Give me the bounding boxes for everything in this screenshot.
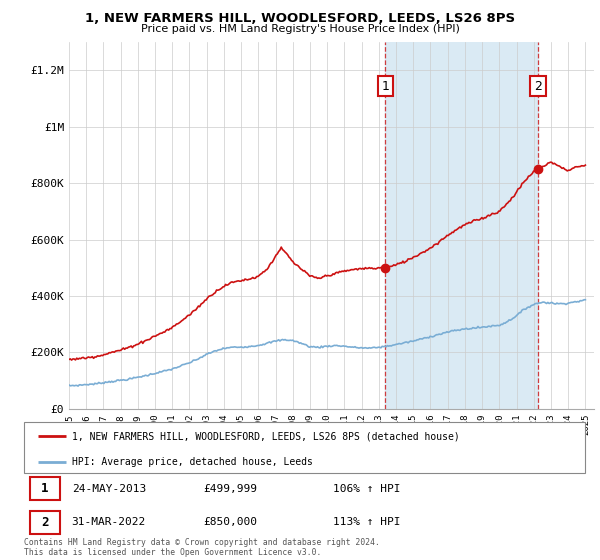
Text: 1, NEW FARMERS HILL, WOODLESFORD, LEEDS, LS26 8PS: 1, NEW FARMERS HILL, WOODLESFORD, LEEDS,…: [85, 12, 515, 25]
Bar: [385, 42, 538, 409]
Text: 1, NEW FARMERS HILL, WOODLESFORD, LEEDS, LS26 8PS (detached house): 1, NEW FARMERS HILL, WOODLESFORD, LEEDS,…: [71, 431, 460, 441]
Text: Contains HM Land Registry data © Crown copyright and database right 2024.
This d: Contains HM Land Registry data © Crown c…: [24, 538, 380, 557]
Text: £850,000: £850,000: [203, 517, 257, 527]
Text: 1: 1: [382, 80, 389, 92]
Text: HPI: Average price, detached house, Leeds: HPI: Average price, detached house, Leed…: [71, 457, 313, 467]
Text: Price paid vs. HM Land Registry's House Price Index (HPI): Price paid vs. HM Land Registry's House …: [140, 24, 460, 34]
Text: 31-MAR-2022: 31-MAR-2022: [71, 517, 146, 527]
Text: 106% ↑ HPI: 106% ↑ HPI: [332, 484, 400, 494]
FancyBboxPatch shape: [24, 422, 585, 473]
Text: 2: 2: [534, 80, 542, 92]
FancyBboxPatch shape: [29, 511, 61, 534]
Text: 2: 2: [41, 516, 49, 529]
FancyBboxPatch shape: [29, 477, 61, 500]
Text: 1: 1: [41, 482, 49, 495]
Text: 24-MAY-2013: 24-MAY-2013: [71, 484, 146, 494]
Text: 113% ↑ HPI: 113% ↑ HPI: [332, 517, 400, 527]
Text: £499,999: £499,999: [203, 484, 257, 494]
